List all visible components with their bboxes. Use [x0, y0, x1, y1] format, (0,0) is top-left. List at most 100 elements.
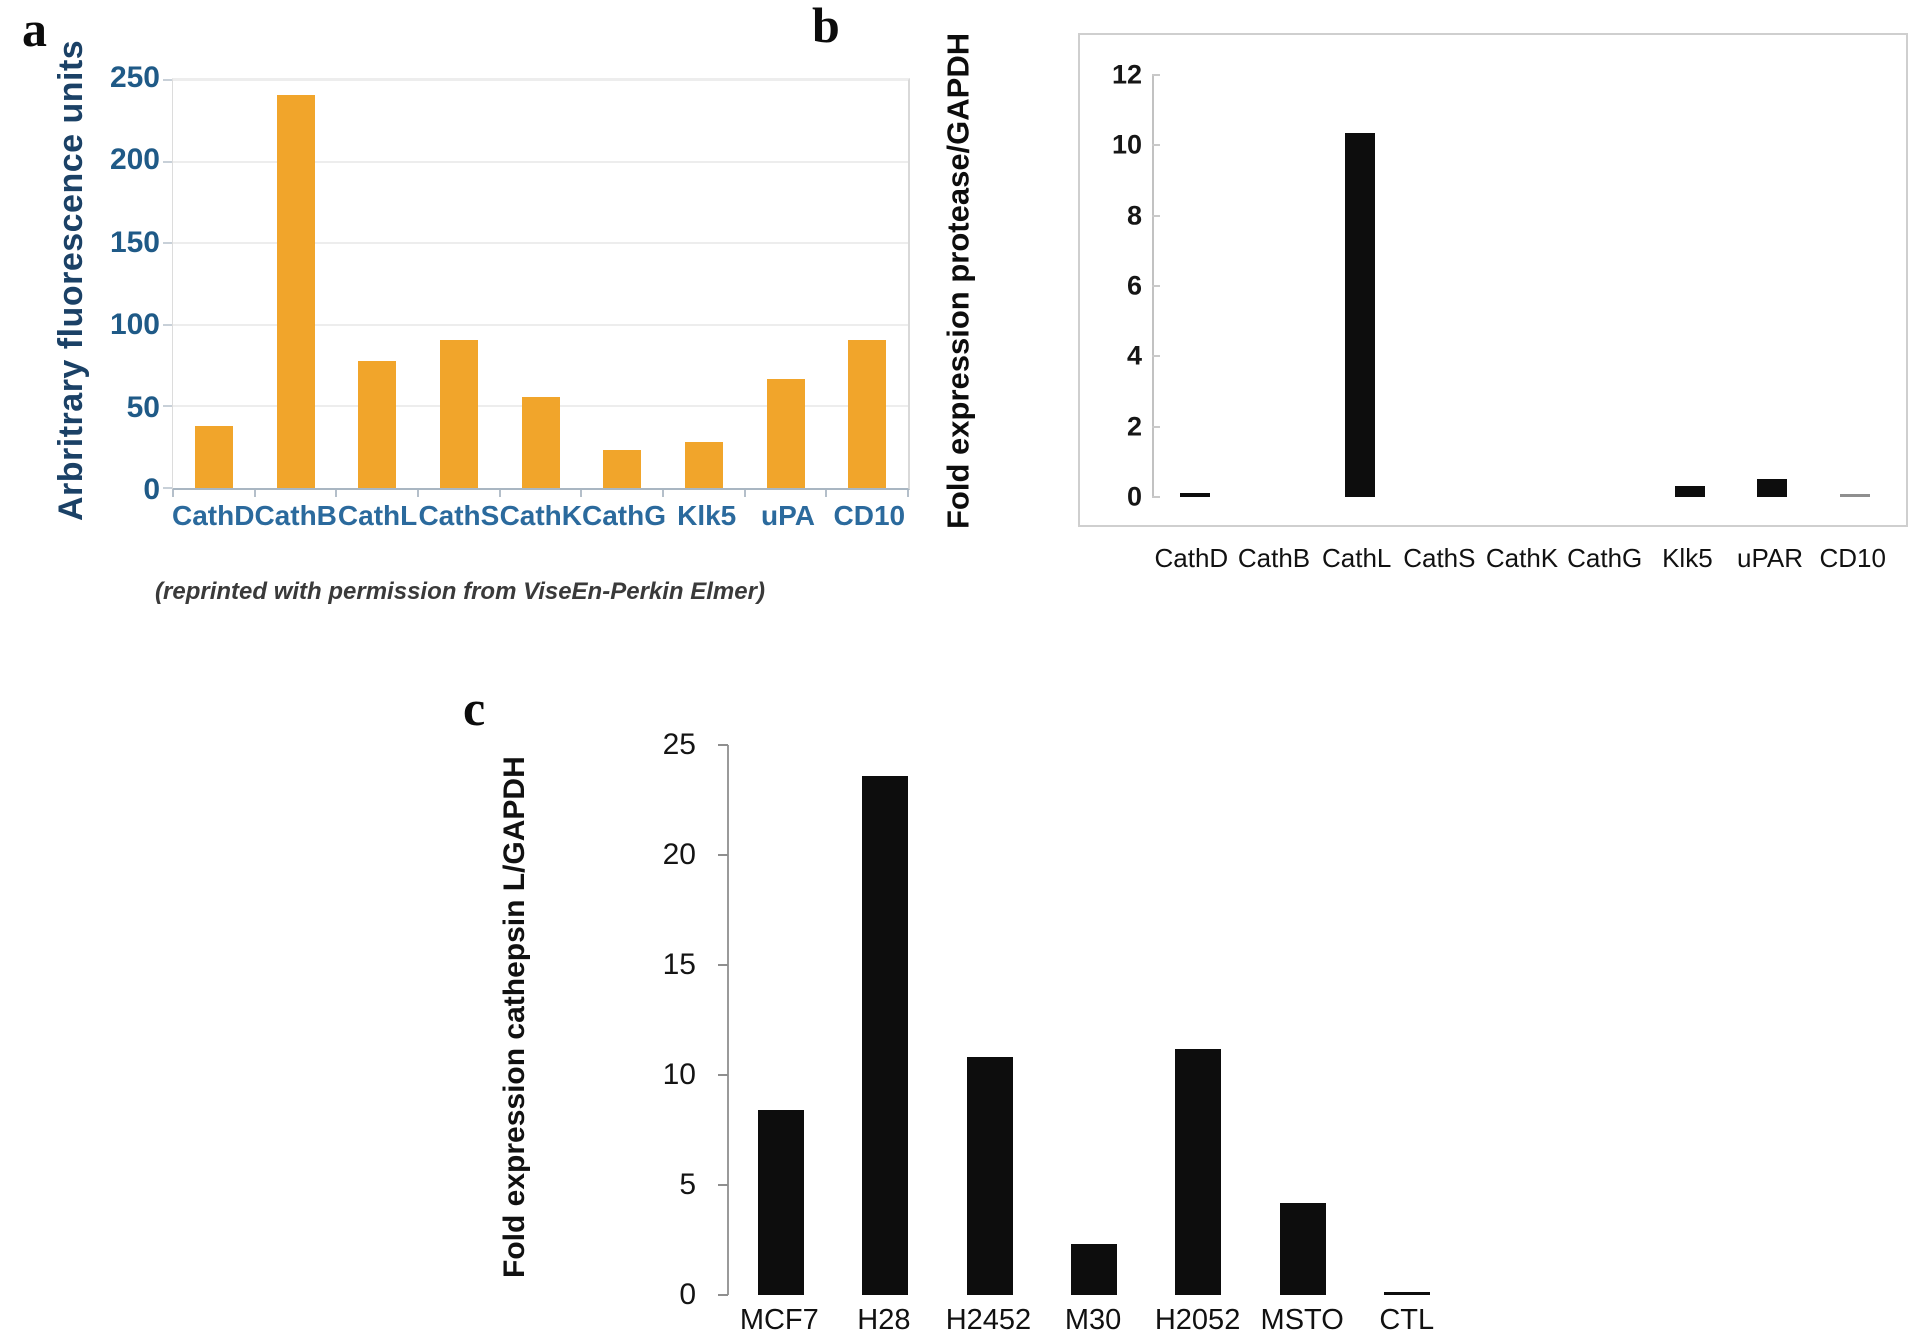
panel-a-y-axis-title: Arbritrary fluorescence units — [52, 39, 90, 521]
y-tick-label-250: 250 — [109, 61, 160, 94]
bars-layer — [173, 80, 908, 488]
bar-Klk5 — [1674, 486, 1705, 497]
x-label-uPAR: uPAR — [1737, 543, 1804, 573]
bar-uPA — [766, 378, 805, 488]
bar-H28 — [862, 775, 909, 1295]
y-tick-label-200: 200 — [109, 143, 160, 177]
x-label-H28: H28 — [857, 1304, 911, 1336]
x-label-CathS: CathS — [418, 500, 500, 531]
gridline-100 — [173, 323, 908, 326]
panel-c-plot-area — [718, 744, 1459, 1296]
x-label-CTL: CTL — [1379, 1304, 1435, 1336]
y-tick-mark-4 — [1152, 355, 1160, 358]
x-label-CD10: CD10 — [833, 500, 906, 531]
y-tick-mark-100 — [163, 323, 172, 326]
bar-slot-CathL — [1319, 75, 1401, 497]
panel-b-chart-frame: 0 2 4 6 8 10 12 — [1078, 33, 1908, 527]
bar-uPAR — [1757, 479, 1788, 497]
y-tick-mark-12 — [1152, 74, 1160, 76]
panel-a-label: a — [22, 1, 47, 57]
bar-CathG — [603, 450, 642, 488]
bar-CathL — [1345, 133, 1376, 497]
bar-CathK — [521, 396, 560, 488]
x-tick-mark-8 — [825, 490, 828, 497]
bar-Klk5 — [684, 442, 723, 488]
y-tick-mark-0 — [163, 487, 172, 489]
y-tick-mark-25 — [718, 744, 728, 746]
x-label-MCF7: MCF7 — [739, 1304, 819, 1336]
y-tick-label-20: 20 — [662, 838, 696, 871]
panel-b-x-axis-labels: CathD CathB CathL CathS CathK CathG Klk5 uPAR CD… — [1150, 543, 1894, 574]
bar-slot-Klk5 — [1649, 75, 1731, 497]
x-tick-mark-0 — [172, 490, 174, 497]
x-label-M30: M30 — [1064, 1304, 1122, 1336]
y-tick-mark-20 — [718, 854, 728, 856]
panel-b-plot-area — [1152, 74, 1896, 498]
x-tick-mark-1 — [253, 490, 256, 497]
bar-slot-H2452 — [938, 745, 1042, 1295]
bars-layer — [1154, 75, 1896, 497]
y-tick-mark-250 — [163, 79, 172, 81]
bar-CathD — [1180, 493, 1211, 497]
bar-slot-CathD — [1154, 75, 1236, 497]
bar-H2052 — [1175, 1048, 1222, 1295]
x-tick-mark-9 — [907, 490, 909, 497]
y-tick-mark-0 — [1152, 496, 1160, 498]
panel-c-y-axis-ticks: 0 5 10 15 20 25 — [628, 730, 696, 1310]
y-tick-label-10: 10 — [1111, 129, 1142, 160]
panel-b-label: b — [812, 0, 840, 53]
bar-slot-CD10 — [826, 80, 908, 488]
x-label-CathL: CathL — [1321, 543, 1392, 573]
x-label-CathD: CathD — [1154, 543, 1229, 573]
x-label-H2452: H2452 — [945, 1304, 1032, 1336]
gridline-200 — [173, 160, 908, 163]
bar-CTL — [1383, 1291, 1430, 1295]
panel-b-y-axis-ticks: 0 2 4 6 8 10 12 — [1084, 61, 1142, 510]
x-label-CathL: CathL — [337, 500, 418, 531]
bar-slot-CTL — [1355, 745, 1459, 1295]
y-tick-mark-0 — [718, 1294, 728, 1296]
x-label-CathB: CathB — [254, 500, 337, 531]
y-tick-mark-2 — [1152, 425, 1160, 428]
panel-a-y-axis-ticks: 0 50 100 150 200 250 — [98, 63, 160, 505]
y-tick-mark-5 — [718, 1184, 728, 1186]
x-label-Klk5: Klk5 — [677, 500, 737, 531]
bar-MSTO — [1279, 1202, 1326, 1295]
bar-slot-CathG — [581, 80, 663, 488]
bar-slot-CD10 — [1814, 75, 1896, 497]
y-tick-label-50: 50 — [126, 390, 160, 424]
x-label-Klk5: Klk5 — [1662, 543, 1713, 573]
x-tick-mark-5 — [580, 490, 583, 497]
y-tick-label-12: 12 — [1111, 59, 1142, 90]
bar-slot-CathG — [1566, 75, 1648, 497]
x-label-CathK: CathK — [1485, 543, 1559, 573]
bar-slot-H28 — [833, 745, 937, 1295]
bar-MCF7 — [758, 1110, 805, 1295]
bar-slot-CathB — [255, 80, 337, 488]
y-tick-label-0: 0 — [1126, 481, 1142, 512]
bar-CathD — [194, 425, 233, 488]
bar-CathL — [358, 360, 397, 488]
bar-slot-CathK — [1484, 75, 1566, 497]
x-label-CathG: CathG — [1567, 543, 1643, 573]
y-tick-label-100: 100 — [109, 308, 160, 342]
y-tick-mark-15 — [718, 964, 728, 966]
y-tick-label-2: 2 — [1126, 411, 1142, 442]
y-tick-label-150: 150 — [109, 225, 160, 259]
bar-H2452 — [966, 1057, 1013, 1295]
bar-CD10 — [848, 339, 887, 488]
y-tick-mark-6 — [1152, 285, 1160, 287]
y-tick-label-6: 6 — [1126, 270, 1142, 301]
y-tick-mark-50 — [163, 405, 172, 408]
gridline-150 — [173, 242, 908, 245]
x-tick-mark-7 — [743, 490, 746, 497]
y-tick-label-4: 4 — [1126, 340, 1142, 371]
bar-slot-CathS — [1401, 75, 1483, 497]
y-tick-mark-150 — [163, 242, 172, 245]
bar-slot-M30 — [1042, 745, 1146, 1295]
bar-slot-MSTO — [1250, 745, 1354, 1295]
y-tick-label-0: 0 — [679, 1278, 696, 1311]
x-tick-mark-2 — [335, 490, 338, 497]
bars-layer — [729, 745, 1459, 1295]
